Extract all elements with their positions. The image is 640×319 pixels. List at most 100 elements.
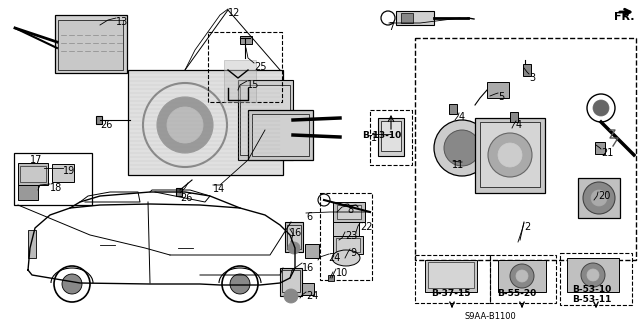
- Bar: [490, 255, 556, 303]
- Bar: [449, 104, 457, 114]
- Bar: [58, 20, 123, 70]
- Circle shape: [581, 263, 605, 287]
- Circle shape: [157, 97, 213, 153]
- Bar: [428, 262, 474, 288]
- Text: B-53-11: B-53-11: [572, 295, 612, 304]
- Bar: [425, 260, 477, 292]
- Text: 26: 26: [100, 120, 113, 130]
- Bar: [55, 15, 127, 73]
- Text: 7: 7: [388, 22, 394, 32]
- Circle shape: [444, 130, 480, 166]
- Bar: [333, 222, 359, 236]
- Text: 24: 24: [306, 291, 318, 301]
- Bar: [487, 82, 509, 98]
- Bar: [28, 230, 36, 258]
- Bar: [480, 122, 540, 187]
- Bar: [240, 36, 252, 44]
- Text: B-53-10: B-53-10: [572, 285, 612, 294]
- Text: 17: 17: [30, 155, 42, 165]
- Bar: [523, 64, 531, 76]
- Bar: [560, 253, 632, 305]
- Bar: [498, 260, 546, 292]
- Bar: [282, 270, 300, 292]
- Text: 4: 4: [516, 120, 522, 130]
- Text: FR.: FR.: [614, 12, 634, 22]
- Text: 15: 15: [247, 80, 259, 90]
- Circle shape: [284, 289, 298, 303]
- Bar: [381, 121, 401, 151]
- Text: 24: 24: [328, 253, 340, 263]
- Text: 21: 21: [601, 148, 613, 158]
- Bar: [208, 32, 282, 102]
- Bar: [248, 110, 313, 160]
- Bar: [595, 142, 605, 154]
- Bar: [510, 112, 518, 122]
- Text: 8: 8: [347, 205, 353, 215]
- Bar: [396, 11, 434, 25]
- Bar: [285, 222, 303, 252]
- Bar: [240, 85, 290, 155]
- Circle shape: [62, 274, 82, 294]
- Text: B-37-15: B-37-15: [431, 289, 471, 298]
- Text: 11: 11: [452, 160, 464, 170]
- Circle shape: [230, 274, 250, 294]
- Circle shape: [498, 143, 522, 167]
- Text: 14: 14: [213, 184, 225, 194]
- Bar: [475, 118, 545, 193]
- Text: 10: 10: [336, 268, 348, 278]
- Circle shape: [516, 270, 528, 282]
- Bar: [14, 153, 92, 205]
- Bar: [333, 202, 365, 222]
- Bar: [18, 163, 48, 185]
- Bar: [20, 166, 46, 182]
- Bar: [238, 80, 293, 160]
- Text: 20: 20: [598, 191, 611, 201]
- Text: 19: 19: [63, 166, 76, 176]
- Text: 18: 18: [50, 183, 62, 193]
- Bar: [370, 110, 412, 165]
- Circle shape: [488, 133, 532, 177]
- Bar: [378, 118, 404, 156]
- Bar: [18, 185, 38, 200]
- Circle shape: [510, 264, 534, 288]
- Text: 23: 23: [345, 231, 357, 241]
- Bar: [305, 244, 319, 258]
- Bar: [415, 38, 636, 260]
- Circle shape: [167, 107, 203, 143]
- Bar: [280, 268, 302, 296]
- Ellipse shape: [332, 250, 360, 266]
- Bar: [328, 275, 334, 281]
- Bar: [176, 188, 182, 196]
- Circle shape: [593, 100, 609, 116]
- Text: 6: 6: [306, 212, 312, 222]
- Text: 16: 16: [290, 228, 302, 238]
- Circle shape: [587, 269, 599, 281]
- Text: 4: 4: [459, 112, 465, 122]
- Bar: [333, 236, 363, 254]
- Text: 16: 16: [302, 263, 314, 273]
- Text: S9AA-B1100: S9AA-B1100: [464, 312, 516, 319]
- Text: 1: 1: [371, 133, 377, 143]
- Circle shape: [434, 120, 490, 176]
- Bar: [302, 283, 314, 295]
- Circle shape: [591, 190, 607, 206]
- Circle shape: [288, 242, 300, 254]
- Bar: [96, 116, 102, 124]
- Text: 13: 13: [116, 17, 128, 27]
- Text: 12: 12: [228, 8, 241, 18]
- Text: 5: 5: [498, 92, 504, 102]
- Bar: [415, 255, 490, 303]
- Bar: [567, 258, 619, 292]
- Text: 22: 22: [360, 222, 372, 232]
- Bar: [401, 13, 413, 23]
- Bar: [252, 114, 309, 156]
- Bar: [337, 205, 361, 219]
- Text: 2: 2: [524, 222, 531, 232]
- Text: B-55-20: B-55-20: [497, 289, 536, 298]
- Text: 9: 9: [350, 248, 356, 258]
- Bar: [52, 164, 74, 182]
- Bar: [287, 225, 301, 249]
- Text: 26: 26: [180, 193, 193, 203]
- Text: B-13-10: B-13-10: [362, 131, 402, 140]
- Bar: [336, 238, 360, 252]
